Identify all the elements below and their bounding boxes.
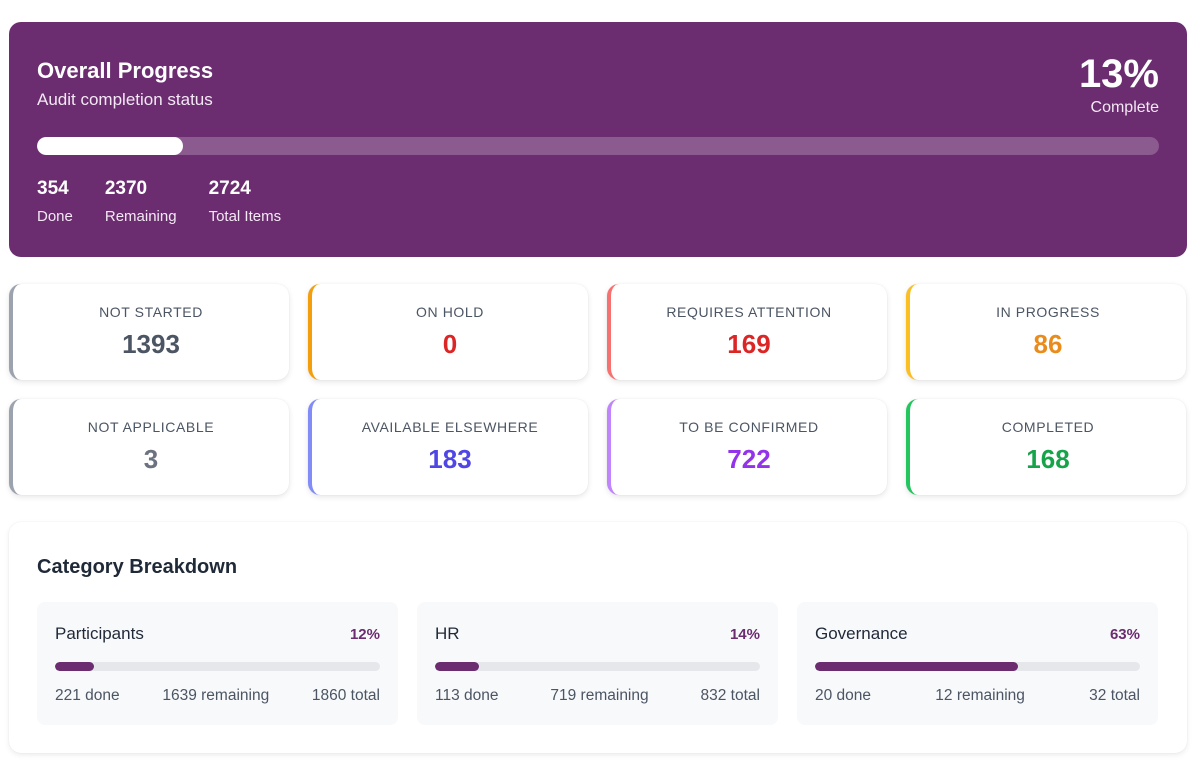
status-card-label: NOT STARTED	[99, 304, 203, 320]
category-total: 1860 total	[311, 687, 380, 704]
stat-value: 2370	[104, 178, 148, 199]
category-done: 20 done	[815, 687, 872, 704]
category-progress-bar	[435, 662, 760, 671]
stat-done: 354 Done	[37, 178, 73, 226]
status-cards: NOT STARTED 1393 ON HOLD 0 REQUIRES ATTE…	[9, 284, 1187, 495]
status-card-label: REQUIRES ATTENTION	[666, 304, 832, 320]
category-remaining: 12 remaining	[935, 687, 1025, 704]
overall-percent-label: Complete	[1090, 99, 1159, 116]
overall-progress-subtitle: Audit completion status	[37, 90, 213, 109]
category-remaining: 1639 remaining	[162, 687, 270, 704]
status-card-completed[interactable]: COMPLETED 168	[906, 399, 1186, 495]
status-card-requires-attention[interactable]: REQUIRES ATTENTION 169	[607, 284, 887, 380]
category-percent: 63%	[1109, 626, 1140, 643]
category-card-participants[interactable]: Participants 12% 221 done 1639 remaining…	[37, 602, 398, 725]
status-card-label: ON HOLD	[416, 304, 484, 320]
category-name: Governance	[815, 624, 908, 643]
overall-progress-panel: Overall Progress Audit completion status…	[9, 22, 1187, 257]
category-name: HR	[435, 624, 460, 643]
overall-progress-fill	[37, 137, 183, 155]
status-card-value: 3	[143, 444, 159, 474]
stat-label: Done	[37, 208, 73, 225]
category-remaining: 719 remaining	[550, 687, 649, 704]
status-card-value: 168	[1026, 444, 1070, 474]
status-card-to-be-confirmed[interactable]: TO BE CONFIRMED 722	[607, 399, 887, 495]
category-percent: 14%	[729, 626, 760, 643]
category-breakdown-panel: Category Breakdown Participants 12% 221 …	[9, 522, 1187, 753]
status-card-label: IN PROGRESS	[996, 304, 1100, 320]
overall-progress-bar	[37, 137, 1159, 155]
status-card-on-hold[interactable]: ON HOLD 0	[308, 284, 588, 380]
category-progress-bar	[815, 662, 1140, 671]
category-done: 221 done	[55, 687, 120, 704]
category-total: 32 total	[1089, 687, 1140, 704]
status-card-value: 1393	[122, 329, 180, 359]
stat-total-items: 2724 Total Items	[209, 178, 282, 226]
status-card-not-applicable[interactable]: NOT APPLICABLE 3	[9, 399, 289, 495]
status-card-value: 86	[1033, 329, 1063, 359]
category-card-hr[interactable]: HR 14% 113 done 719 remaining 832 total	[417, 602, 778, 725]
category-total: 832 total	[700, 687, 760, 704]
status-card-label: TO BE CONFIRMED	[679, 419, 819, 435]
category-progress-fill	[55, 662, 94, 671]
status-card-label: COMPLETED	[1001, 419, 1095, 435]
category-done: 113 done	[435, 687, 499, 704]
status-card-available-elsewhere[interactable]: AVAILABLE ELSEWHERE 183	[308, 399, 588, 495]
category-progress-fill	[435, 662, 479, 671]
stat-label: Total Items	[208, 208, 282, 225]
status-card-value: 0	[442, 329, 458, 359]
category-breakdown-title: Category Breakdown	[37, 556, 238, 578]
status-card-label: AVAILABLE ELSEWHERE	[361, 419, 539, 435]
status-card-label: NOT APPLICABLE	[87, 419, 215, 435]
status-card-value: 183	[428, 444, 472, 474]
stat-value: 354	[37, 178, 69, 199]
stat-value: 2724	[208, 178, 251, 199]
status-card-value: 722	[727, 444, 771, 474]
overall-percent: 13% Complete	[1079, 52, 1159, 118]
category-name: Participants	[55, 624, 144, 643]
category-progress-fill	[815, 662, 1019, 671]
status-card-not-started[interactable]: NOT STARTED 1393	[9, 284, 289, 380]
status-card-in-progress[interactable]: IN PROGRESS 86	[906, 284, 1186, 380]
overall-percent-value: 13%	[1078, 52, 1159, 96]
category-progress-bar	[55, 662, 380, 671]
stat-remaining: 2370 Remaining	[105, 178, 177, 226]
category-list: Participants 12% 221 done 1639 remaining…	[37, 602, 1158, 725]
category-card-governance[interactable]: Governance 63% 20 done 12 remaining 32 t…	[797, 602, 1158, 725]
category-percent: 12%	[349, 626, 380, 643]
status-card-value: 169	[727, 329, 771, 359]
overall-progress-title: Overall Progress	[37, 58, 214, 83]
overall-stats: 354 Done 2370 Remaining 2724 Total Items	[37, 178, 281, 226]
stat-label: Remaining	[104, 208, 177, 225]
